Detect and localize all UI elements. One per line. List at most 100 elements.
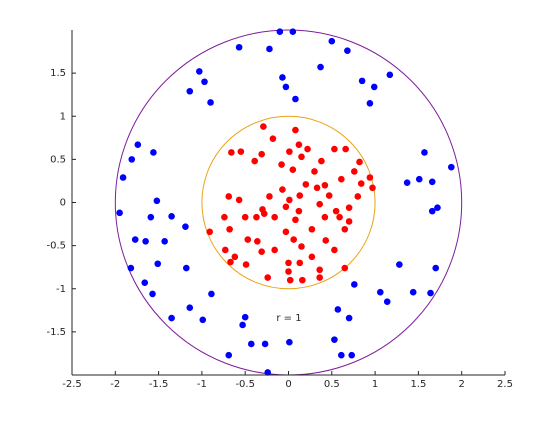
point [289,166,297,174]
point [341,225,349,233]
point [271,246,278,254]
point [351,281,358,288]
point [334,306,342,313]
x-tick-label: 2 [459,379,465,390]
y-tick-label: 1.5 [50,68,66,79]
y-tick-label: -0.5 [46,241,66,252]
x-tick-label: 1.5 [410,379,426,390]
annotation: r = 1 [276,313,301,324]
point [225,193,233,200]
point [182,223,189,230]
point [432,264,440,272]
point [134,141,142,149]
y-tick-label: 0.5 [50,154,66,165]
point [345,314,353,322]
point [331,145,338,153]
point [448,163,455,171]
point [290,236,297,243]
point [292,126,299,134]
point [278,161,285,168]
point [228,149,235,156]
point [409,288,417,296]
point [186,87,194,95]
point [345,218,353,225]
point [308,253,316,261]
point [331,336,338,343]
point [168,314,175,322]
point [196,68,203,75]
point [282,228,290,236]
point [376,288,384,296]
point [208,290,215,298]
point [260,123,267,130]
point [299,276,306,284]
point [285,259,292,267]
point [150,149,157,156]
point [282,203,290,211]
point [221,213,228,221]
point [221,246,229,254]
point [286,148,293,155]
point [316,266,323,274]
point [322,237,330,244]
point [311,168,318,175]
point [161,238,168,245]
point [231,253,239,261]
point [298,153,305,161]
point [247,340,255,348]
point [244,236,252,243]
point [296,192,304,199]
point [369,184,376,192]
point [316,274,323,281]
point [396,261,403,268]
x-tick-label: -2.5 [62,379,82,390]
point [366,100,374,107]
y-tick-label: 1 [60,111,66,122]
y-tick-label: -1 [56,284,66,295]
point [261,340,269,348]
point [258,150,265,158]
point [304,145,311,153]
point [336,213,343,221]
point [357,180,365,187]
point [302,181,310,188]
point [318,157,325,165]
point [434,204,441,211]
x-tick-label: 0 [285,379,291,390]
point [428,178,436,186]
point [227,258,234,266]
point [332,207,340,215]
point [289,28,297,36]
x-tick-label: -1.5 [149,379,169,390]
point [292,216,299,224]
point [119,174,127,181]
point [295,207,303,215]
point [260,210,268,218]
point [321,213,329,221]
x-tick-label: 2.5 [497,379,513,390]
point [331,246,338,254]
point [370,83,378,91]
point [415,175,423,183]
point [421,149,428,156]
point [313,184,321,192]
point [235,43,243,51]
point [264,369,272,376]
point [239,321,246,329]
point [279,186,286,193]
point [253,213,260,221]
reference-circle [201,115,376,290]
point [153,197,161,205]
point [142,238,149,245]
point [285,268,292,275]
point [199,316,207,324]
point [241,313,249,321]
point [342,145,349,153]
point [338,351,345,359]
x-tick-label: 0.5 [324,379,340,390]
point [131,236,139,243]
x-tick-label: 1 [372,379,378,390]
y-tick-label: 0 [60,198,66,209]
point [154,260,162,268]
